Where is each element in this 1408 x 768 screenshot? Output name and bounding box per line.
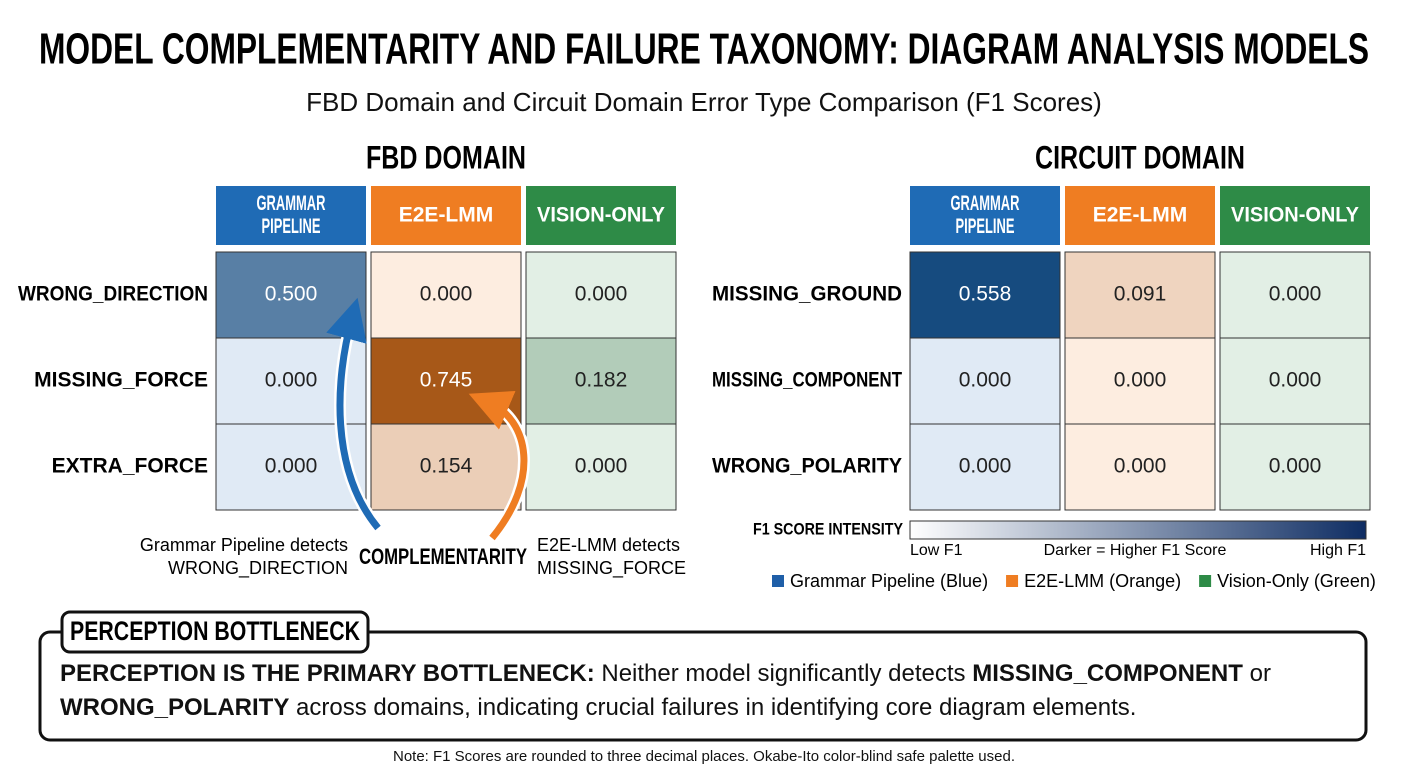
column-label: GRAMMAR PIPELINE (950, 192, 1019, 238)
legend: Grammar Pipeline (Blue) E2E-LMM (Orange) V… (772, 571, 1376, 591)
heatmap-cell (1219, 251, 1371, 339)
legend-swatch (772, 575, 784, 587)
callout-emphasis: WRONG_POLARITY (60, 694, 290, 721)
cell-label: 0.000 (1269, 369, 1322, 392)
cell-label: 0.500 (265, 283, 318, 306)
heatmap-cell (909, 251, 1061, 339)
heatmap-cell (370, 423, 522, 511)
row-label: WRONG_DIRECTION (18, 283, 208, 306)
heatmaps: FBD DOMAIN GRAMMAR PIPELINE E2E-LMM VISION-O… (18, 139, 1371, 511)
cell-label: 0.154 (420, 455, 473, 478)
cell-label: 0.000 (575, 455, 628, 478)
callout-box (38, 630, 1368, 742)
colorbar (909, 520, 1367, 540)
legend-label: E2E-LMM (Orange) (1024, 571, 1181, 591)
heatmap-cell (1064, 251, 1216, 339)
annotation: Grammar Pipeline detects (140, 535, 348, 555)
arrow-blue (326, 297, 381, 531)
cell-label: 0.182 (575, 369, 628, 392)
cell-label: 0.558 (959, 283, 1012, 306)
column-label: GRAMMAR PIPELINE (256, 192, 325, 238)
callout-text: Neither model significantly detects (594, 660, 973, 687)
column-label: E2E-LMM (1093, 203, 1188, 226)
column-header (371, 186, 521, 245)
column-header (1065, 186, 1215, 245)
callout-emphasis: MISSING_COMPONENT (972, 660, 1243, 687)
legend-label: Grammar Pipeline (Blue) (790, 571, 988, 591)
column-header (526, 186, 676, 245)
heatmap-cell (909, 337, 1061, 425)
callout-emphasis: PERCEPTION IS THE PRIMARY BOTTLENECK: (60, 660, 595, 687)
callout-tab (60, 610, 370, 654)
column-header (1220, 186, 1370, 245)
cell-label: 0.000 (959, 369, 1012, 392)
row-label: EXTRA_FORCE (52, 455, 208, 478)
heatmap-cell (1219, 337, 1371, 425)
cell-label: 0.000 (1269, 283, 1322, 306)
cell-label: 0.091 (1114, 283, 1167, 306)
column-header (910, 186, 1060, 245)
row-label: MISSING_FORCE (34, 369, 208, 392)
colorbar-label: High F1 (1310, 542, 1366, 559)
colorbar-label: Low F1 (910, 542, 963, 559)
chart-title: FBD DOMAIN (366, 139, 526, 175)
column-label: VISION-ONLY (537, 203, 665, 226)
arrow-orange (468, 391, 528, 541)
heatmap-cell (1219, 423, 1371, 511)
colorbar-title: F1 SCORE INTENSITY (753, 519, 904, 538)
heatmap-cell (1064, 337, 1216, 425)
callout-text: across domains, indicating crucial failu… (289, 694, 1137, 721)
cell-label: 0.000 (1114, 369, 1167, 392)
cell-label: 0.745 (420, 369, 473, 392)
column-label: VISION-ONLY (1231, 203, 1359, 226)
annotation-center: COMPLEMENTARITY (359, 544, 527, 569)
note: Note: F1 Scores are rounded to three dec… (393, 748, 1015, 765)
callout-heading: PERCEPTION BOTTLENECK (70, 616, 360, 646)
callout-text: or (1242, 660, 1278, 687)
row-label: WRONG_POLARITY (712, 455, 902, 478)
annotation: WRONG_DIRECTION (168, 558, 348, 579)
heatmap-cell (525, 337, 677, 425)
row-label: MISSING_COMPONENT (712, 369, 902, 392)
colorbar-label: Darker = Higher F1 Score (1044, 542, 1227, 559)
callout-body: PERCEPTION IS THE PRIMARY BOTTLENECK: Ne… (60, 657, 1355, 725)
heatmap-cell (909, 423, 1061, 511)
legend-swatch (1199, 575, 1212, 587)
annotation: MISSING_FORCE (537, 558, 686, 579)
cell-label: 0.000 (420, 283, 473, 306)
heatmap-cell (1064, 423, 1216, 511)
chart-title: CIRCUIT DOMAIN (1035, 139, 1245, 175)
column-label: E2E-LMM (399, 203, 494, 226)
cell-label: 0.000 (265, 455, 318, 478)
subtitle: FBD Domain and Circuit Domain Error Type… (306, 87, 1102, 117)
cell-label: 0.000 (1269, 455, 1322, 478)
cell-label: 0.000 (1114, 455, 1167, 478)
row-label: MISSING_GROUND (712, 283, 902, 306)
column-header (216, 186, 366, 245)
annotation: E2E-LMM detects (537, 535, 680, 555)
legend-label: Vision-Only (Green) (1217, 571, 1376, 591)
main-title: MODEL COMPLEMENTARITY AND FAILURE TAXONO… (39, 25, 1369, 74)
cell-label: 0.000 (575, 283, 628, 306)
cell-label: 0.000 (959, 455, 1012, 478)
legend-swatch (1006, 575, 1019, 587)
cell-label: 0.000 (265, 369, 318, 392)
